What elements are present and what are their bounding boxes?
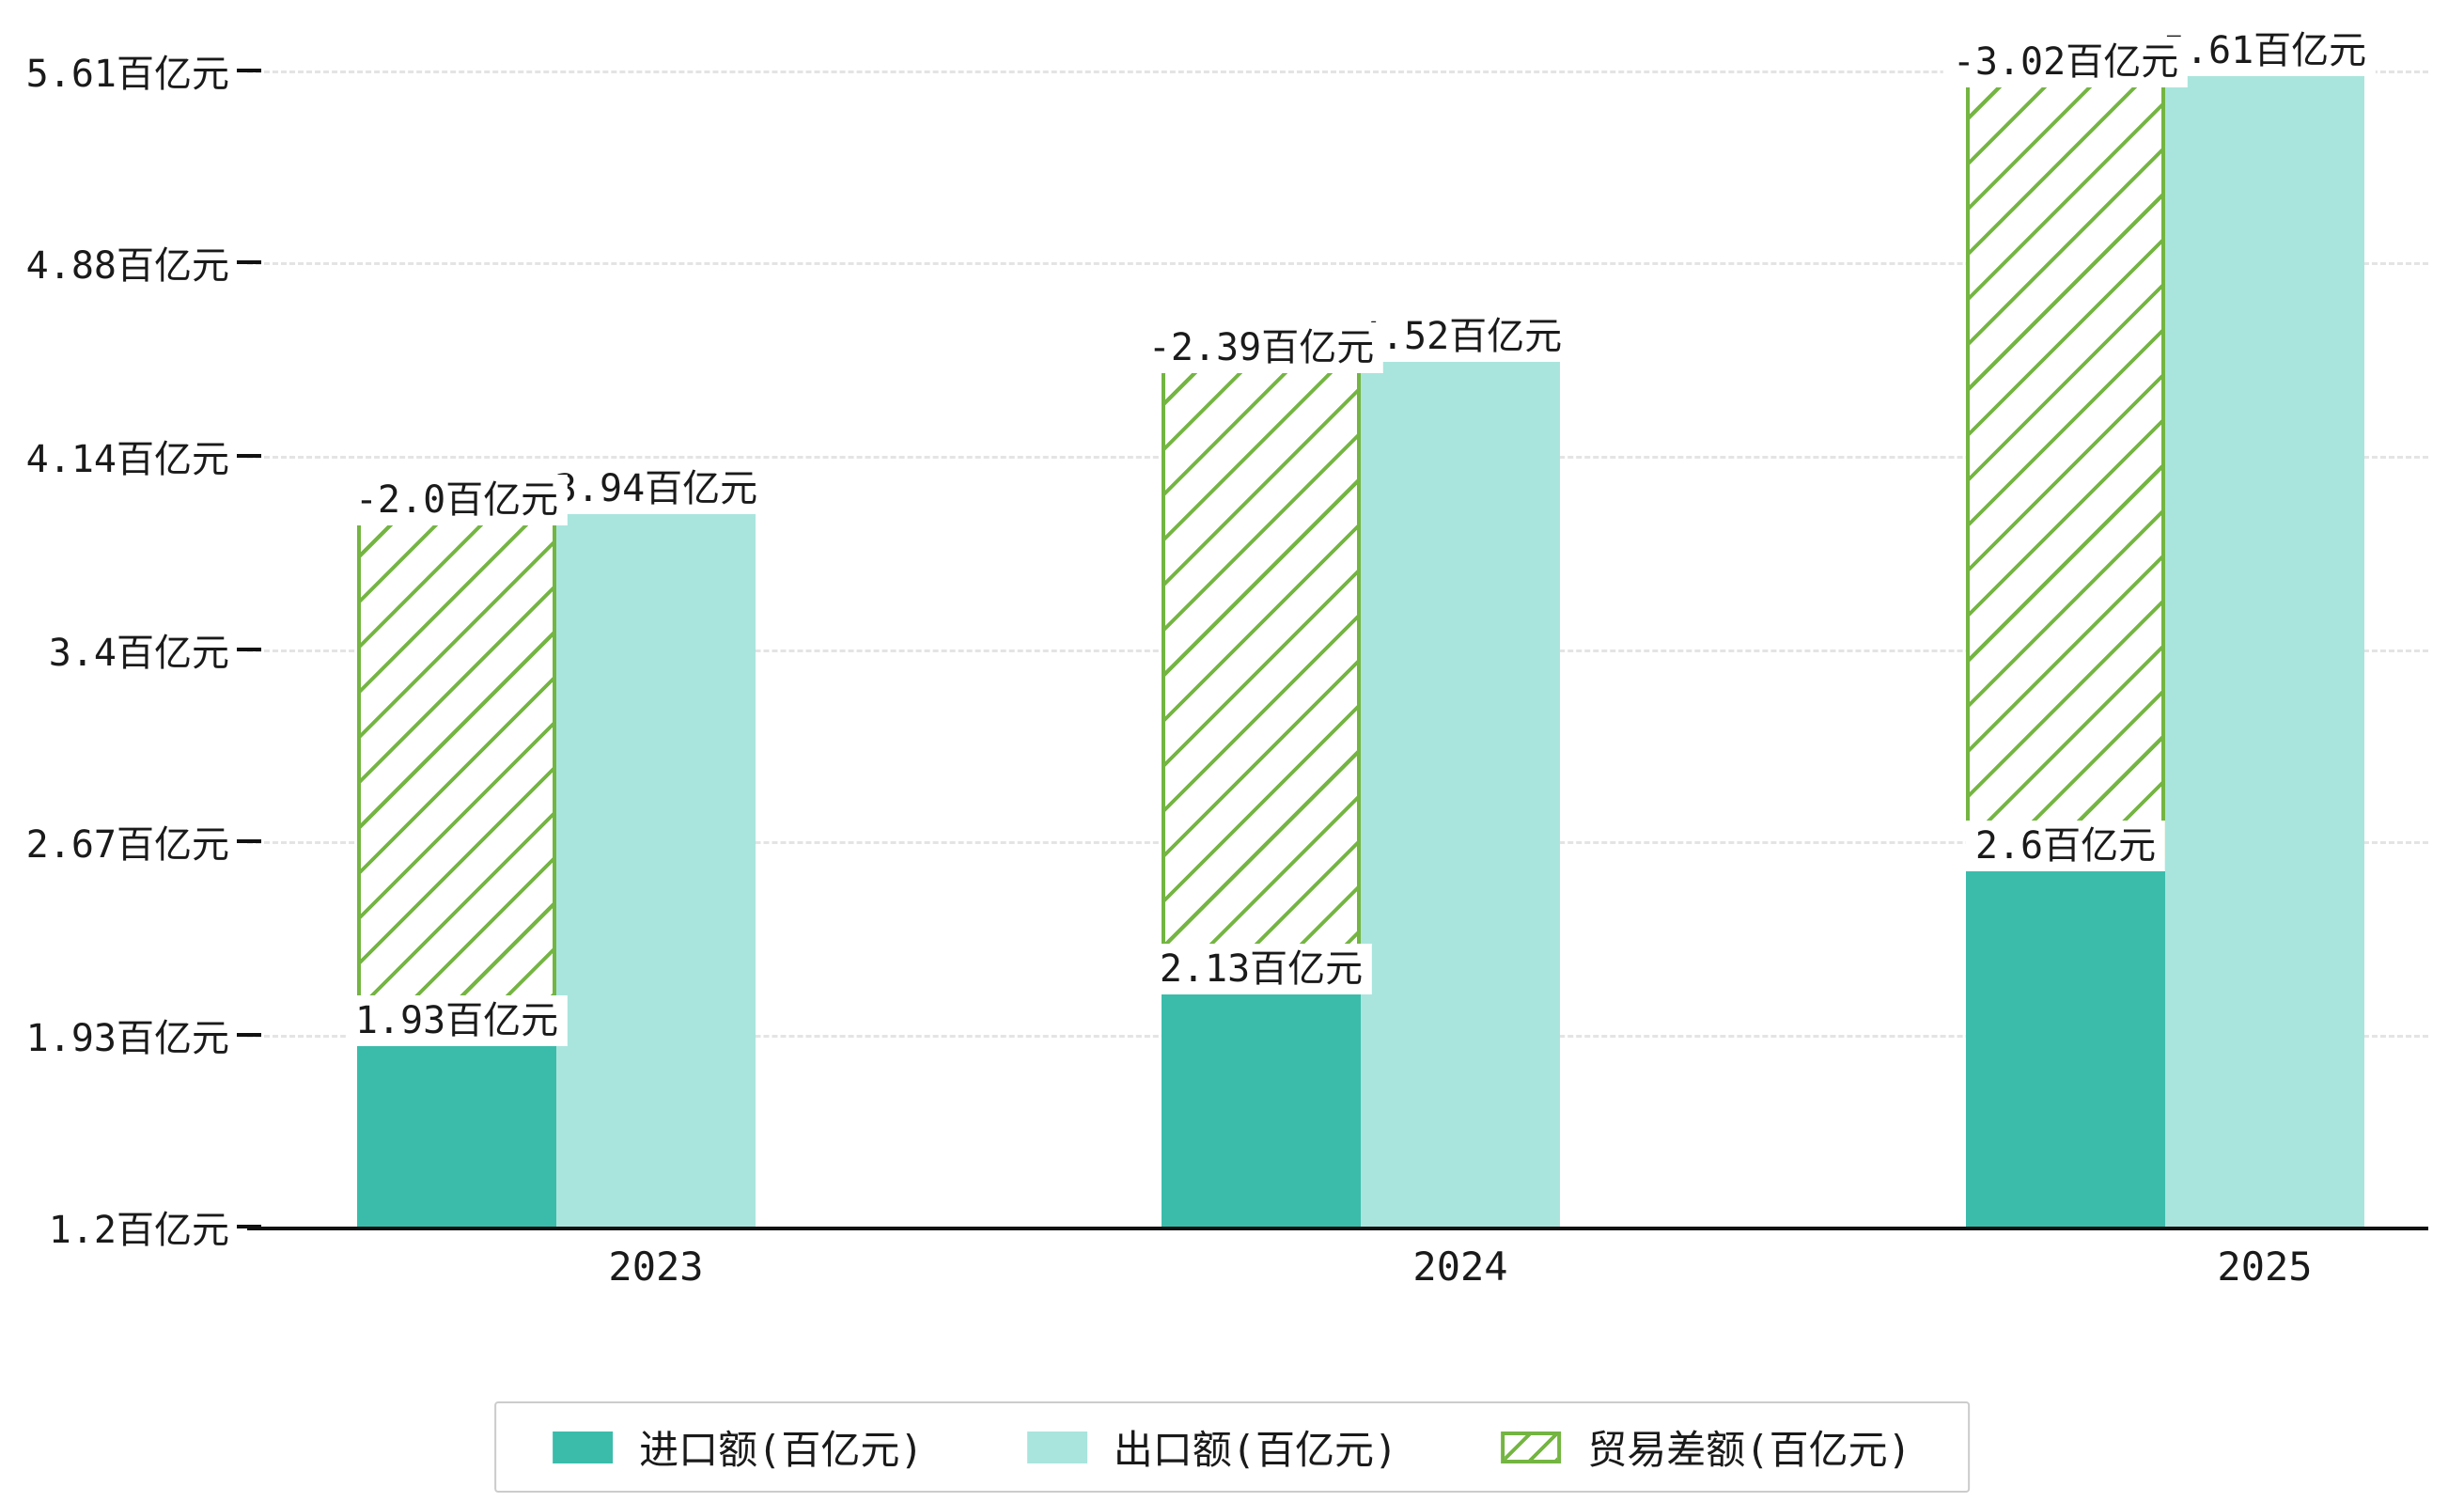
y-axis-tick-label: 1.93百亿元 <box>25 1017 229 1061</box>
trade-balance-bar <box>357 508 556 1036</box>
legend-label-trade-balance: 贸易差额(百亿元) <box>1587 1427 1911 1473</box>
export-value-label: 3.94百亿元 <box>544 462 768 514</box>
y-axis-tick-label: 1.2百亿元 <box>48 1209 229 1252</box>
legend-item-trade-balance: 贸易差额(百亿元) <box>1501 1418 1911 1476</box>
y-axis-tick-label: 4.14百亿元 <box>25 438 229 481</box>
legend-item-export: 出口额(百亿元) <box>1026 1418 1398 1476</box>
x-axis-tick-label: 2024 <box>1412 1244 1508 1290</box>
import-bar <box>1162 982 1361 1227</box>
x-axis-line <box>247 1227 2428 1230</box>
trade-balance-swatch-icon <box>1501 1431 1562 1463</box>
legend-label-export: 出口额(百亿元) <box>1113 1427 1398 1473</box>
trade-balance-value-label: -3.02百亿元 <box>1942 37 2189 87</box>
export-bar <box>2165 70 2364 1227</box>
trade-balance-bar <box>1966 70 2165 860</box>
import-value-label: 2.13百亿元 <box>1149 943 1373 994</box>
export-swatch-icon <box>1026 1431 1087 1463</box>
y-axis-tick-mark <box>237 69 261 72</box>
y-axis-tick-mark <box>237 648 261 652</box>
import-value-label: 2.6百亿元 <box>1965 820 2166 871</box>
legend: 进口额(百亿元) 出口额(百亿元) 贸易差额(百亿元) <box>494 1401 1970 1493</box>
y-axis-tick-mark <box>237 454 261 458</box>
y-axis-tick-label: 2.67百亿元 <box>25 823 229 867</box>
trade-balance-value-label: -2.0百亿元 <box>345 474 569 525</box>
gridline <box>247 70 2428 73</box>
y-axis-tick-mark <box>237 259 261 264</box>
gridline <box>247 261 2428 265</box>
x-axis-tick-label: 2023 <box>608 1244 704 1290</box>
export-bar <box>1361 356 1560 1227</box>
y-axis-tick-mark <box>237 839 261 843</box>
trade-balance-bar <box>1162 356 1361 983</box>
export-value-label: 4.52百亿元 <box>1349 311 1572 363</box>
y-axis-tick-label: 4.88百亿元 <box>25 243 229 288</box>
y-axis-tick-label: 3.4百亿元 <box>48 632 229 676</box>
legend-label-import: 进口额(百亿元) <box>639 1427 924 1473</box>
export-value-label: 5.61百亿元 <box>2153 25 2377 76</box>
legend-item-import: 进口额(百亿元) <box>553 1418 924 1476</box>
export-bar <box>556 508 756 1227</box>
import-swatch-icon <box>553 1431 614 1463</box>
import-bar <box>1966 859 2165 1227</box>
import-value-label: 1.93百亿元 <box>345 995 569 1047</box>
import-bar <box>357 1035 556 1227</box>
y-axis-tick-label: 5.61百亿元 <box>25 53 229 96</box>
trade-balance-value-label: -2.39百亿元 <box>1138 322 1384 374</box>
y-axis-tick-mark <box>237 1033 261 1038</box>
x-axis-tick-label: 2025 <box>2217 1244 2313 1290</box>
